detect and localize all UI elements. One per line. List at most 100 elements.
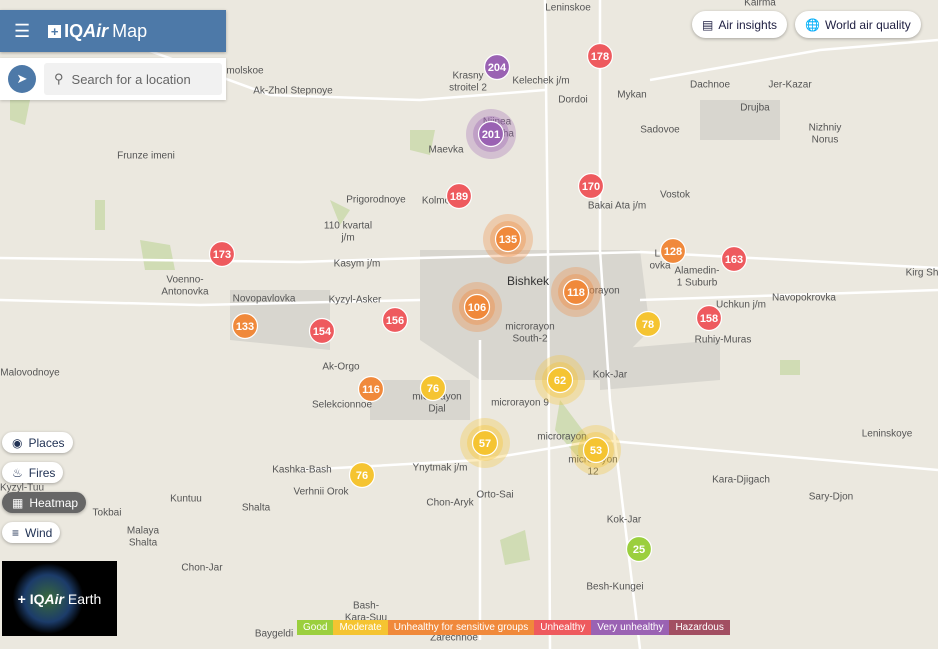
place-label: Orto-Sai: [476, 490, 513, 501]
station[interactable]: 173: [208, 240, 236, 268]
search-input[interactable]: ⚲ Search for a location: [44, 63, 222, 95]
place-label: Djal: [428, 404, 445, 415]
aqi-marker: [483, 53, 511, 81]
place-label: Kirg Sh: [906, 268, 938, 279]
aqi-value: 204: [488, 62, 507, 74]
aqi-value: 53: [590, 445, 602, 457]
place-label: Ynytmak j/m: [412, 463, 467, 474]
aqi-value: 170: [582, 181, 600, 193]
place-label: Chon-Jar: [181, 563, 223, 574]
station[interactable]: 156: [381, 306, 409, 334]
place-label: Kasym j/m: [334, 259, 381, 270]
place-label: Uchkun j/m: [716, 300, 766, 311]
label: World air quality: [824, 17, 911, 32]
place-label: Le: [654, 249, 666, 260]
place-label: Kok-Jar: [607, 515, 642, 526]
place-label: Norus: [812, 135, 839, 146]
layer-button[interactable]: ≡ Wind: [2, 522, 61, 543]
app-title: Map: [112, 20, 148, 41]
place-label: ovka: [649, 261, 671, 272]
aqi-marker: [546, 366, 574, 394]
aqi-value: 76: [356, 470, 368, 482]
place-label: Besh-Kungei: [586, 582, 643, 593]
layer-button[interactable]: ▦ Heatmap: [2, 492, 87, 513]
world-aq-button[interactable]: 🌐 World air quality: [795, 11, 921, 38]
aqi-value: 118: [567, 287, 585, 299]
station[interactable]: 158: [695, 304, 723, 332]
logo: Air: [44, 590, 64, 607]
station[interactable]: 201: [466, 109, 516, 159]
station[interactable]: 76: [348, 461, 376, 489]
aqi-value: 158: [700, 313, 718, 325]
station[interactable]: 170: [577, 172, 605, 200]
legend-item: Unhealthy for sensitive groups: [387, 620, 535, 635]
aqi-marker: [419, 374, 447, 402]
layer-button[interactable]: ♨ Fires: [2, 462, 64, 483]
place-label: molskoe: [226, 66, 264, 77]
label: Places: [28, 435, 65, 450]
station[interactable]: 57: [460, 418, 510, 468]
station[interactable]: 154: [308, 317, 336, 345]
station[interactable]: 106: [452, 282, 502, 332]
search-bar: ➤ ⚲ Search for a location: [0, 58, 226, 100]
locate-button[interactable]: ➤: [8, 65, 36, 93]
place-label: Kyzyl-Asker: [329, 295, 382, 306]
station[interactable]: 128: [659, 237, 687, 265]
station[interactable]: 204: [483, 53, 511, 81]
aqi-marker: [720, 245, 748, 273]
placeholder: Search for a location: [71, 71, 191, 87]
aqi-marker: [445, 182, 473, 210]
terrain: [10, 95, 800, 565]
station[interactable]: 78: [634, 310, 662, 338]
station[interactable]: 189: [445, 182, 473, 210]
station[interactable]: 116: [357, 375, 385, 403]
aqi-marker: [308, 317, 336, 345]
place-label: microrayon: [505, 322, 554, 333]
aqi-value: 25: [633, 544, 645, 556]
icon: ≡: [12, 525, 20, 540]
station[interactable]: 53: [571, 425, 621, 475]
station[interactable]: 133: [231, 312, 259, 340]
station[interactable]: 76: [419, 374, 447, 402]
station[interactable]: 135: [483, 214, 533, 264]
aqi-marker: [477, 120, 505, 148]
station[interactable]: 118: [551, 267, 601, 317]
aqi-marker: [494, 225, 522, 253]
legend-item: Unhealthy: [534, 620, 592, 635]
place-label: Shalta: [242, 503, 271, 514]
place-label: Baygeldi: [255, 629, 293, 640]
place-label: Alamedin-: [674, 266, 719, 277]
air-insights-button[interactable]: ▤ Air insights: [692, 11, 788, 38]
aqi-value: 154: [313, 326, 332, 338]
station[interactable]: 62: [535, 355, 585, 405]
station[interactable]: 25: [625, 535, 653, 563]
aqi-marker: [562, 278, 590, 306]
layer-button[interactable]: ◉ Places: [2, 432, 73, 453]
place-label: Kara-Djigach: [712, 475, 770, 486]
aqi-value: 62: [554, 375, 566, 387]
station[interactable]: 178: [586, 42, 614, 70]
place-label: microrayon: [537, 432, 586, 443]
aqi-value: 163: [725, 254, 743, 266]
icon: ▤: [702, 17, 714, 32]
place-label: Antonovka: [161, 287, 209, 298]
menu-icon[interactable]: ☰: [14, 20, 31, 41]
place-label: Kelechek j/m: [512, 76, 569, 87]
aqi-value: 156: [386, 315, 404, 327]
place-label: Dordoi: [558, 95, 587, 106]
place-label: South-2: [512, 334, 547, 345]
aqi-marker: [208, 240, 236, 268]
station[interactable]: 163: [720, 245, 748, 273]
place-label: Ruhiy-Muras: [695, 335, 752, 346]
place-label: Novopavlovka: [233, 294, 296, 305]
legend-item: Very unhealthy: [591, 620, 670, 635]
place-label: Kuntuu: [170, 494, 202, 505]
aqi-marker: [695, 304, 723, 332]
earth-link[interactable]: + IQ Air Earth: [2, 561, 117, 636]
label: Heatmap: [29, 495, 79, 510]
aqi-value: 57: [479, 438, 491, 450]
aqi-marker: [231, 312, 259, 340]
legend-item: Good: [297, 620, 334, 635]
place-label: stroitel 2: [449, 83, 487, 94]
